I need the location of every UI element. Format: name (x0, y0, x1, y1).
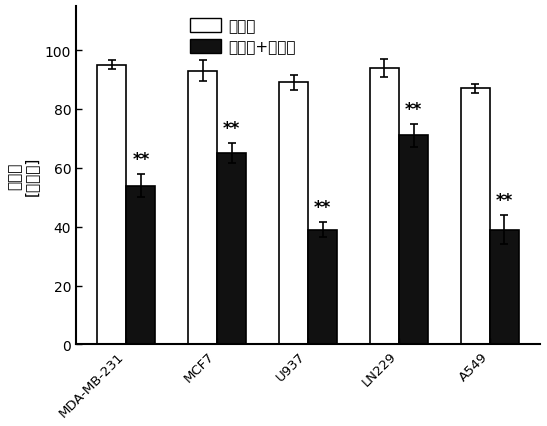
Text: **: ** (223, 120, 240, 138)
Y-axis label: 存活率
[％对照]: 存活率 [％对照] (7, 156, 39, 196)
Bar (461, 89, 490, 345)
Bar (370, 69, 399, 345)
Bar (279, 83, 308, 345)
Bar (217, 154, 246, 345)
Text: **: ** (496, 192, 513, 210)
Bar (188, 72, 217, 345)
Legend: 紫杉醇, 紫杉醇+莲心碱: 紫杉醇, 紫杉醇+莲心碱 (186, 14, 301, 60)
Bar (490, 230, 519, 345)
Text: **: ** (405, 101, 422, 118)
Bar (126, 186, 155, 345)
Bar (399, 136, 428, 345)
Bar (97, 66, 126, 345)
Text: **: ** (314, 199, 331, 217)
Bar (308, 230, 337, 345)
Text: **: ** (132, 150, 149, 168)
